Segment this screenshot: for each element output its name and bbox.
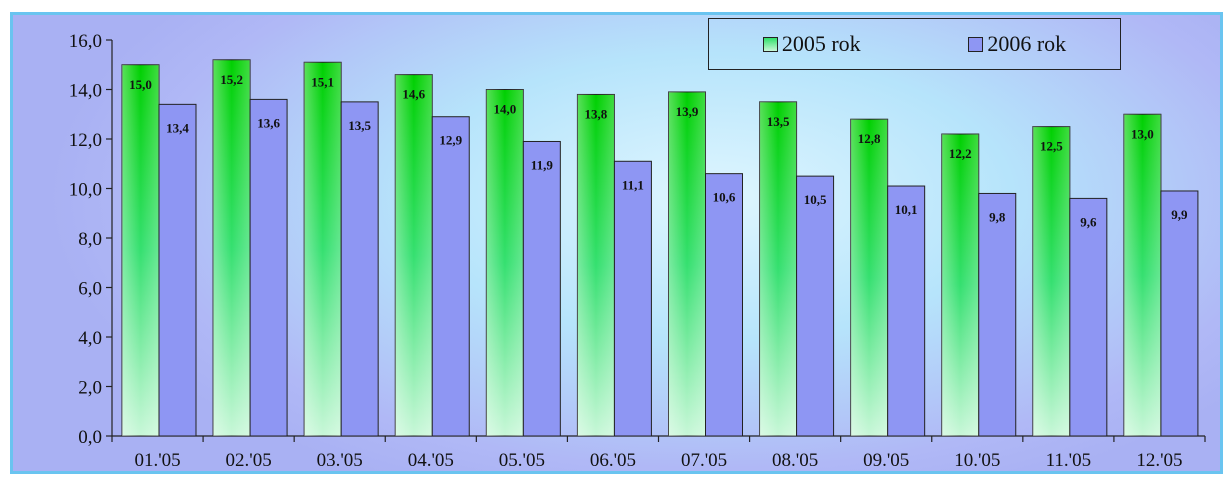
bar-2006 [705, 173, 743, 437]
x-tick-label: 11.'05 [1046, 450, 1091, 471]
data-label-2005: 14,0 [493, 102, 516, 117]
data-label-2006: 13,6 [257, 115, 280, 130]
bar-2006 [249, 98, 288, 437]
data-label-2006: 10,6 [713, 190, 736, 205]
data-label-2005: 13,5 [767, 114, 790, 129]
legend-swatch-2005 [762, 36, 778, 52]
y-tick-label: 16,0 [69, 31, 102, 52]
data-label-2006: 10,5 [804, 192, 827, 207]
data-label-2005: 15,2 [220, 72, 243, 87]
data-label-2006: 10,1 [895, 202, 918, 217]
x-tick-label: 10.'05 [954, 450, 1000, 471]
x-tick-label: 04.'05 [408, 450, 454, 471]
y-tick-label: 2,0 [78, 378, 102, 399]
bars [121, 59, 1199, 437]
bar-2006 [613, 160, 652, 437]
bar-2006 [887, 185, 926, 437]
y-tick-label: 4,0 [78, 328, 102, 349]
bar-2005-shine [850, 119, 888, 436]
bar-2006 [978, 192, 1017, 437]
data-label-2005: 15,1 [311, 74, 334, 89]
axes: 0,0 2,0 4,0 6,0 8,0 10,0 12,0 14,0 16,0 01.'05 02.… [69, 31, 1206, 471]
bar-2006 [340, 101, 379, 437]
legend-entry-2005: 2005 rok [762, 31, 861, 57]
legend-label-2006: 2006 rok [987, 31, 1067, 56]
bar-2005-shine [122, 64, 159, 436]
bar-2005-shine [941, 134, 979, 437]
data-label-2006: 9,8 [989, 209, 1006, 224]
y-tick-label: 8,0 [78, 229, 102, 250]
data-label-2005: 13,9 [676, 104, 699, 119]
bar-2005-shine [395, 74, 433, 437]
legend: 2005 rok 2006 rok [708, 18, 1121, 70]
x-tick-label: 05.'05 [499, 450, 545, 471]
legend-label-2005: 2005 rok [781, 31, 861, 56]
bar-2006 [158, 103, 197, 437]
bar-2006 [522, 140, 561, 437]
data-label-2005: 13,8 [585, 106, 608, 121]
y-tick-label: 10,0 [69, 180, 102, 201]
data-label-2005: 15,0 [129, 77, 152, 92]
data-label-2006: 11,1 [622, 177, 644, 192]
bar-2006 [796, 175, 835, 437]
bar-2006 [1160, 190, 1199, 437]
data-label-2005: 12,2 [949, 146, 972, 161]
bar-2005-shine [486, 89, 524, 436]
data-label-2005: 12,5 [1040, 139, 1063, 154]
data-label-2006: 13,5 [348, 118, 371, 133]
x-tick-label: 09.'05 [863, 450, 909, 471]
data-label-2006: 11,9 [531, 157, 554, 172]
bar-2005-shine [1123, 114, 1161, 436]
bar-2006 [1069, 197, 1108, 437]
data-label-2005: 14,6 [402, 87, 425, 102]
x-tick-label: 03.'05 [317, 450, 363, 471]
x-tick-label: 06.'05 [590, 450, 636, 471]
data-label-2006: 13,4 [166, 120, 189, 135]
data-label-2006: 9,6 [1080, 214, 1097, 229]
x-tick-label: 12.'05 [1136, 450, 1182, 471]
legend-swatch-2006 [968, 36, 984, 52]
y-tick-label: 14,0 [69, 81, 102, 102]
x-tick-label: 01.'05 [134, 450, 180, 471]
bar-2005-shine [213, 59, 251, 437]
bar-2005-shine [304, 62, 342, 437]
data-label-2005: 13,0 [1131, 126, 1154, 141]
x-tick-label: 08.'05 [772, 450, 818, 471]
bar-2005-shine [759, 101, 797, 436]
data-labels: 15,0 13,4 15,2 13,6 15,1 13,5 14,6 12,9 14,0 11,9… [129, 72, 1188, 230]
x-tick-label: 02.'05 [226, 450, 272, 471]
bar-2006 [431, 116, 470, 437]
bar-2005-shine [577, 94, 615, 436]
bar-2005-shine [1032, 126, 1070, 436]
y-tick-label: 12,0 [69, 130, 102, 151]
legend-entry-2006: 2006 rok [968, 31, 1066, 57]
data-label-2006: 12,9 [439, 133, 462, 148]
x-tick-label: 07.'05 [681, 450, 727, 471]
y-tick-label: 0,0 [78, 427, 102, 448]
data-label-2006: 9,9 [1171, 207, 1188, 222]
y-tick-label: 6,0 [78, 279, 102, 300]
data-label-2005: 12,8 [858, 131, 881, 146]
bar-2005-shine [668, 91, 706, 436]
